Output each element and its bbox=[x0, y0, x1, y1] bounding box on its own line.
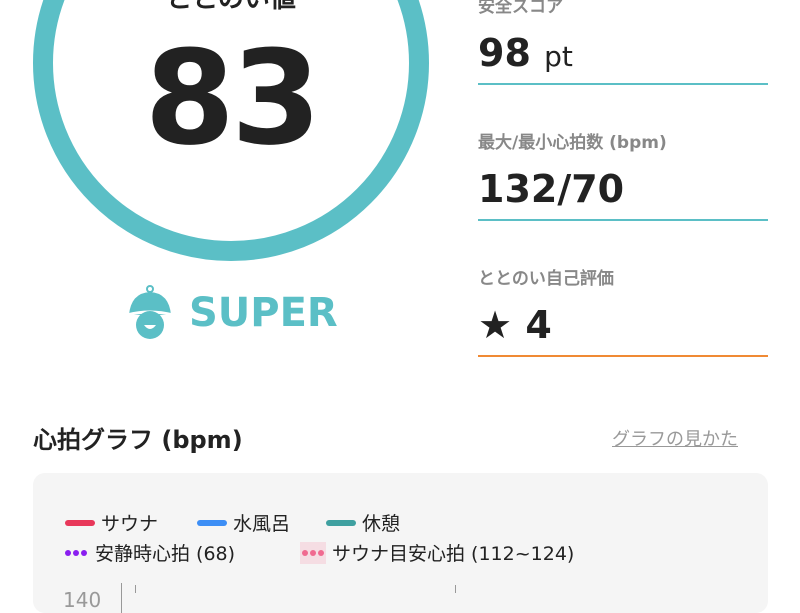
legend-sauna-target-hr: サウナ目安心拍 (112~124) bbox=[300, 539, 574, 566]
rank-badge: SUPER bbox=[125, 285, 338, 341]
legend-label: サウナ目安心拍 (112~124) bbox=[332, 543, 575, 565]
rank-label: SUPER bbox=[189, 290, 338, 336]
line-swatch-icon bbox=[65, 519, 95, 526]
star-icon: ★ bbox=[478, 303, 513, 347]
stat-value: 132/70 bbox=[478, 167, 625, 211]
rating-value: 4 bbox=[525, 303, 552, 347]
legend-label: サウナ bbox=[101, 513, 159, 535]
heart-rate-graph-card: サウナ 水風呂 休憩 安静時心拍 (68) サウナ目安心拍 (112~124) … bbox=[33, 473, 768, 613]
sauna-hat-icon bbox=[126, 285, 174, 339]
graph-title: 心拍グラフ (bpm) bbox=[33, 426, 243, 454]
x-tick bbox=[455, 585, 456, 593]
dotted-swatch-icon bbox=[300, 541, 326, 564]
score-value: 83 bbox=[144, 22, 322, 174]
legend-cold-bath: 水風呂 bbox=[197, 509, 290, 536]
y-tick-label: 140 bbox=[63, 588, 102, 612]
heart-rate-range: 最大/最小心拍数 (bpm) 132/70 bbox=[478, 128, 768, 221]
safety-score: 安全スコア 98 pt bbox=[478, 0, 768, 85]
stat-label: 最大/最小心拍数 (bpm) bbox=[478, 133, 667, 153]
legend-label: 水風呂 bbox=[233, 513, 291, 535]
stat-label: ととのい自己評価 bbox=[478, 269, 614, 289]
divider bbox=[478, 355, 768, 357]
legend-resting-hr: 安静時心拍 (68) bbox=[63, 539, 235, 566]
self-rating: ととのい自己評価 ★ 4 bbox=[478, 264, 768, 357]
graph-guide-link[interactable]: グラフの見かた bbox=[612, 429, 738, 450]
legend-label: 安静時心拍 (68) bbox=[95, 543, 236, 565]
stat-label: 安全スコア bbox=[478, 0, 563, 17]
legend-label: 休憩 bbox=[362, 513, 401, 535]
x-tick bbox=[135, 585, 136, 593]
y-axis bbox=[121, 583, 122, 613]
dotted-swatch-icon bbox=[63, 542, 89, 564]
safety-unit: pt bbox=[544, 40, 573, 73]
line-swatch-icon bbox=[326, 519, 356, 526]
legend-rest: 休憩 bbox=[326, 509, 400, 536]
divider bbox=[478, 83, 768, 85]
safety-value: 98 bbox=[478, 31, 531, 75]
score-label: ととのい値 bbox=[33, 0, 429, 15]
stat-value: 98 pt bbox=[478, 31, 768, 83]
stat-value: ★ 4 bbox=[478, 303, 768, 355]
line-swatch-icon bbox=[197, 519, 227, 526]
divider bbox=[478, 219, 768, 221]
legend-sauna: サウナ bbox=[65, 509, 158, 536]
